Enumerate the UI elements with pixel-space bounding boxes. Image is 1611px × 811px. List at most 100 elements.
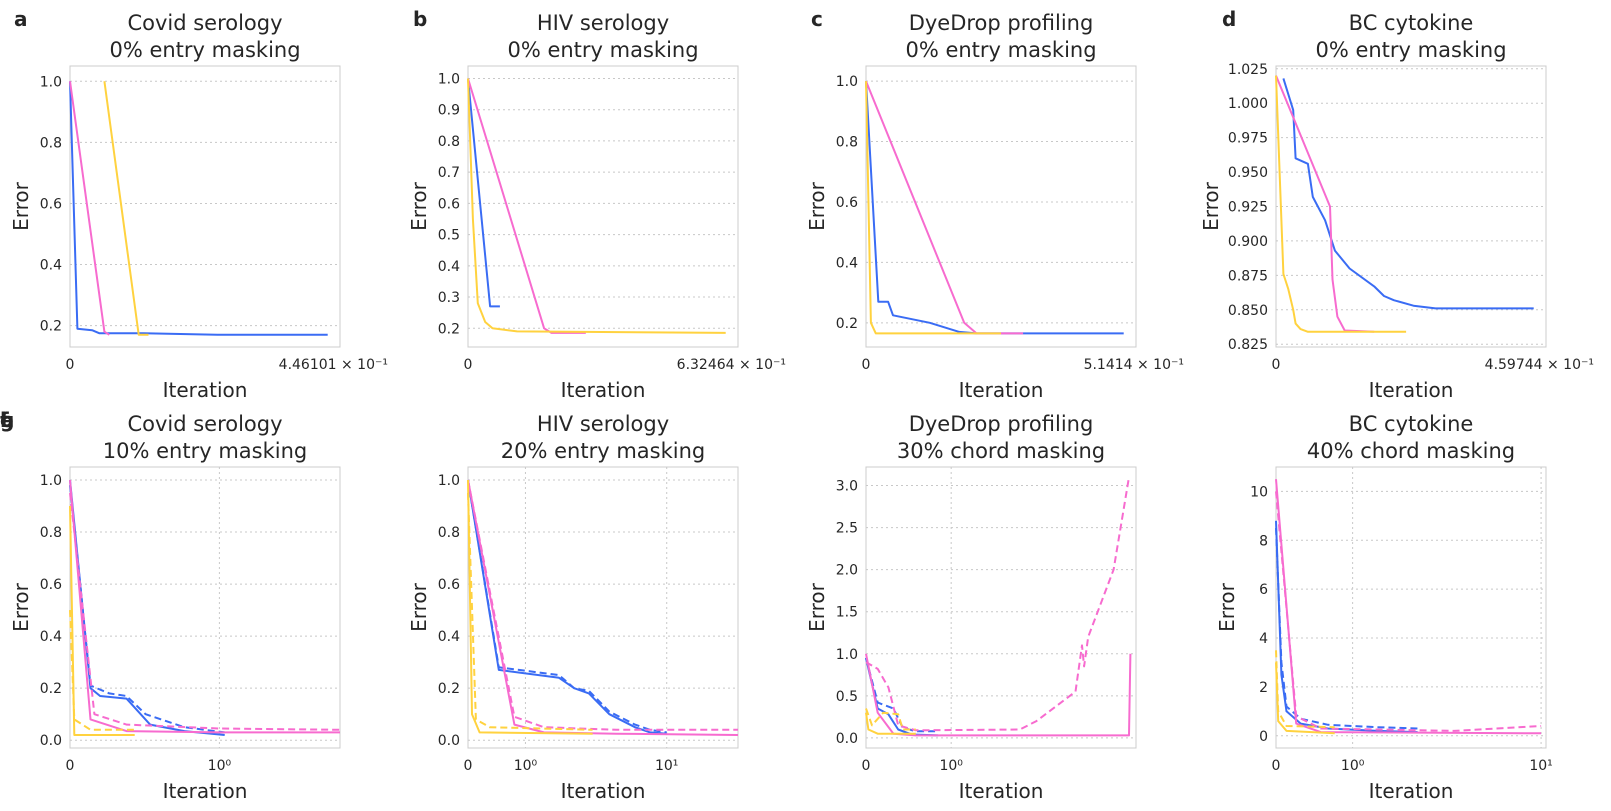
series-line-2 [467,479,667,734]
y-tick-label: 1.0 [836,647,858,663]
series-line-6 [1275,650,1335,729]
y-tick-label: 0.3 [438,290,460,306]
y-tick-label: 2 [1259,680,1268,696]
panel-letter: c [811,7,823,31]
x-axis-label: Iteration [959,779,1044,803]
y-axis-label: Error [1215,582,1239,632]
y-tick-label: 0.2 [438,321,460,337]
x-tick-label: 0 [862,758,871,774]
panel-h: 0 2 4 6 8 10 0 10⁰ 10¹ BC cytokine 40% chord maski… [0,408,1553,803]
y-tick-label: 0.4 [40,258,62,274]
chart-subtitle: 0% entry masking [109,38,300,62]
chart-title: Covid serology [127,412,282,436]
panel-a: 0.2 0.4 0.6 0.8 1.0 0 4.46101 × 10⁻¹ Covid sero… [9,7,388,402]
series-line-5 [467,479,593,735]
x-offset-text: 4.46101 × 10⁻¹ [279,357,388,373]
series-line-6 [865,708,916,731]
chart-subtitle: 0% entry masking [1315,38,1506,62]
series-line-1 [69,81,328,336]
x-tick-label: 10⁰ [1341,758,1365,774]
panel-b: 0.2 0.3 0.4 0.5 0.6 0.7 0.8 0.9 1.0 0 6.32464 × 10… [407,7,786,402]
y-tick-label: 0.6 [438,196,460,212]
y-axis-label: Error [407,582,431,632]
y-tick-label: 0.950 [1228,165,1268,181]
chart-title: BC cytokine [1349,412,1474,436]
panel-letter: e [0,408,14,432]
y-tick-label: 8 [1259,533,1268,549]
y-tick-label: 1.0 [40,74,62,90]
series-line-4 [69,492,341,731]
y-tick-label: 4 [1259,631,1268,647]
x-offset-text: 4.59744 × 10⁻¹ [1485,357,1594,373]
y-tick-label: 0.825 [1228,337,1268,353]
plot-area [69,65,341,348]
x-tick-label: 0 [66,357,75,373]
series-line-2 [1275,75,1375,333]
series-line-2 [1275,528,1418,730]
panel-letter: d [1222,7,1236,31]
x-tick-label: 10⁰ [208,758,232,774]
y-tick-label: 0.8 [40,525,62,541]
chart-title: HIV serology [537,412,669,436]
panel-g: 0.0 0.5 1.0 1.5 2.0 2.5 3.0 0 10⁰ DyeDrop profili… [0,408,1137,803]
y-tick-label: 0.8 [438,525,460,541]
x-tick-label: 10⁰ [939,758,963,774]
series-line-5 [865,712,916,735]
y-tick-label: 0.900 [1228,234,1268,250]
y-tick-label: 0.2 [40,319,62,335]
series-line-3 [69,479,340,734]
x-tick-label: 10¹ [655,758,678,774]
series-line-2 [865,657,939,733]
y-tick-label: 0.5 [836,689,858,705]
x-axis-label: Iteration [163,779,248,803]
y-tick-label: 1.0 [438,71,460,87]
y-tick-label: 0.0 [438,733,460,749]
y-tick-label: 0.975 [1228,131,1268,147]
x-axis-label: Iteration [1369,779,1454,803]
series-line-5 [1275,662,1335,735]
series-line-5 [69,505,135,736]
y-tick-label: 2.5 [836,521,858,537]
y-tick-label: 0.6 [836,195,858,211]
chart-title: DyeDrop profiling [909,11,1094,35]
y-tick-label: 1.0 [40,473,62,489]
plot-area [1275,466,1547,749]
y-tick-label: 10 [1250,484,1268,500]
y-axis-label: Error [9,181,33,231]
y-tick-label: 0.2 [438,681,460,697]
chart-title: HIV serology [537,11,669,35]
y-tick-label: 0.850 [1228,303,1268,319]
x-axis-label: Iteration [561,378,646,402]
chart-subtitle: 20% entry masking [501,439,705,463]
y-tick-label: 0.6 [438,577,460,593]
x-tick-label: 0 [464,758,473,774]
y-tick-label: 0.875 [1228,268,1268,284]
y-tick-label: 0.2 [40,681,62,697]
series-line-3 [865,81,1001,335]
panel-e: 0.0 0.2 0.4 0.6 0.8 1.0 0 10⁰ Covid serology 10% … [0,408,341,803]
x-axis-label: Iteration [959,378,1044,402]
y-tick-label: 0.4 [40,629,62,645]
y-tick-label: 3.0 [836,479,858,495]
y-tick-label: 1.025 [1228,62,1268,78]
chart-title: BC cytokine [1349,11,1474,35]
y-tick-label: 0.9 [438,103,460,119]
x-tick-label: 0 [1272,758,1281,774]
x-offset-text: 5.1414 × 10⁻¹ [1084,357,1184,373]
series-line-4 [1275,491,1542,732]
y-tick-label: 0.8 [40,135,62,151]
plot-area [467,65,739,348]
series-line-6 [467,492,593,731]
panel-letter: h [0,408,14,432]
series-line-3 [1275,75,1407,333]
series-line-2 [69,81,110,336]
plot-area [865,466,1137,749]
x-tick-label: 10¹ [1529,758,1552,774]
y-axis-label: Error [805,582,829,632]
x-tick-label: 0 [1272,357,1281,373]
chart-subtitle: 0% entry masking [507,38,698,62]
series-line-1 [467,479,667,735]
y-tick-label: 1.0 [438,473,460,489]
series-line-3 [103,81,149,336]
x-offset-text: 6.32464 × 10⁻¹ [677,357,786,373]
